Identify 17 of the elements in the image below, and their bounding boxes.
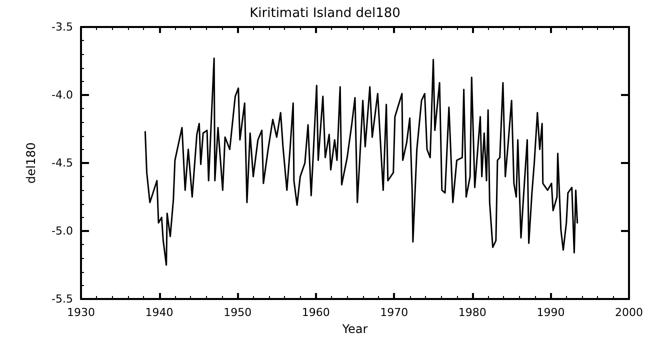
x-tick-label: 1980 [458,306,486,319]
y-tick-label: -4.0 [52,88,73,102]
x-axis-title: Year [341,322,368,336]
chart-title: Kiritimati Island del180 [250,6,400,21]
x-tick-label: 1950 [224,306,252,319]
line-series [144,58,578,266]
x-tick-label: 1970 [380,306,408,319]
x-tick-label: 1940 [145,306,174,319]
y-tick-label: -5.0 [52,224,73,238]
y-tick-label: -3.5 [52,20,73,34]
x-tick-label: 1930 [67,306,95,319]
y-tick-label: -4.5 [52,156,73,170]
y-axis-title: del180 [24,142,38,184]
x-tick-label: 1990 [536,306,565,319]
x-tick-label: 2000 [615,306,643,319]
x-tick-label: 1960 [302,306,330,319]
y-tick-label: -5.5 [52,292,73,306]
